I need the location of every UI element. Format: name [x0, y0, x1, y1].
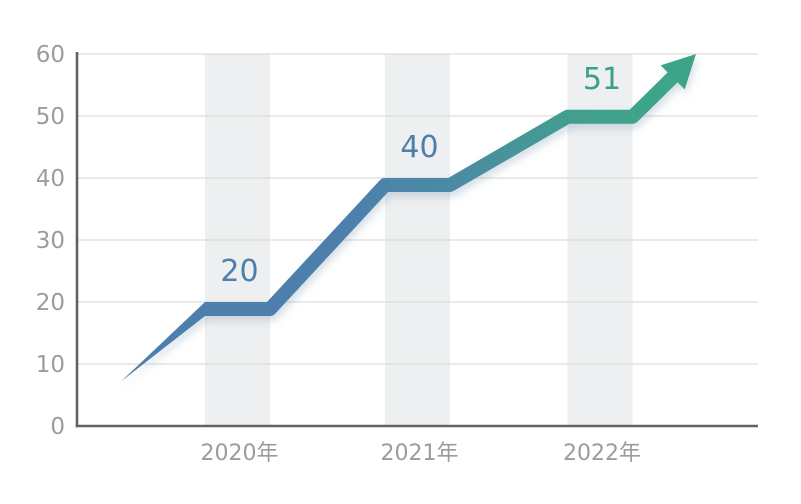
y-tick-label: 10	[36, 352, 65, 378]
y-tick-label: 30	[36, 228, 65, 254]
y-tick-label: 20	[36, 290, 65, 316]
x-tick-label: 2022年	[563, 441, 641, 466]
trend-line-taper	[121, 302, 205, 382]
trend-line-path	[205, 70, 680, 316]
y-tick-label: 40	[36, 166, 65, 192]
value-label: 51	[583, 62, 621, 97]
arrow-head-icon	[660, 54, 696, 90]
y-tick-label: 60	[36, 42, 65, 68]
y-tick-label: 50	[36, 104, 65, 130]
trend-line	[121, 54, 696, 382]
y-tick-label: 0	[50, 414, 65, 440]
value-label: 20	[220, 254, 258, 289]
x-tick-label: 2020年	[201, 441, 279, 466]
x-tick-label: 2021年	[381, 441, 459, 466]
value-label: 40	[400, 130, 438, 165]
